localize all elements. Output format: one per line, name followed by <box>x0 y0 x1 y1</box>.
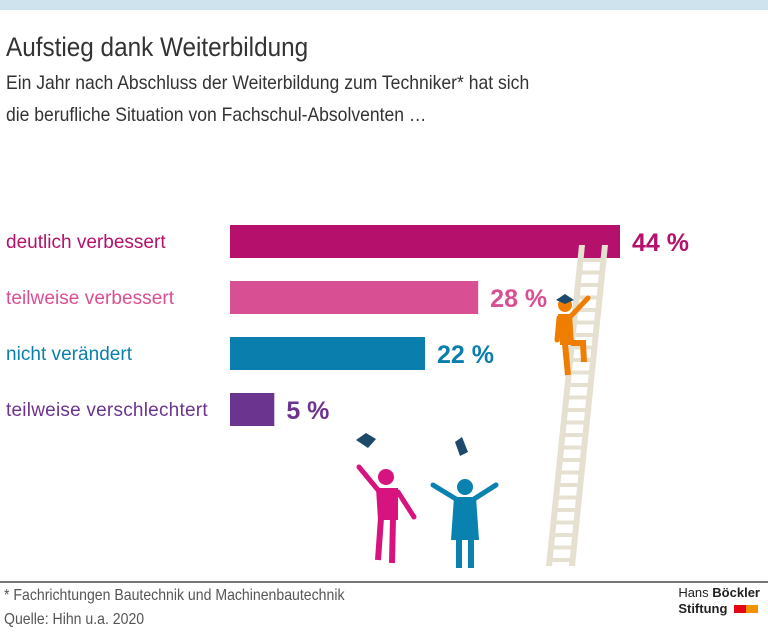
category-label: teilweise verbessert <box>6 288 175 309</box>
bar-chart: deutlich verbessert 44 % teilweise verbess… <box>6 225 689 568</box>
climber-figure <box>554 295 591 376</box>
ladder-rung <box>562 433 586 437</box>
subtitle-line-1: Ein Jahr nach Abschluss der Weiterbildun… <box>6 72 530 94</box>
ladder-rung <box>565 408 589 412</box>
category-label: deutlich verbessert <box>6 232 166 253</box>
bar <box>230 225 620 258</box>
logo-mark <box>734 605 747 613</box>
ladder-rung <box>561 445 585 450</box>
bar <box>230 393 275 426</box>
page-title: Aufstieg dank Weiterbildung <box>6 32 309 62</box>
bar <box>230 281 479 314</box>
ladder-rung <box>575 308 599 312</box>
ladder-rung <box>566 395 590 400</box>
ladder-rung <box>560 458 584 462</box>
ladder-rung <box>558 470 582 475</box>
hans-boeckler-logo: Hans Böckler Stiftung <box>678 585 760 617</box>
ladder-rung <box>552 533 576 537</box>
data-label: 22 % <box>437 341 494 369</box>
ladder-rung <box>569 370 593 375</box>
top-band <box>0 0 768 10</box>
ladder-rung <box>567 383 591 387</box>
graduation-cap-icon <box>556 294 574 304</box>
ladder-illustration <box>546 245 608 566</box>
ladder-rung <box>554 508 578 512</box>
ladder-rung <box>551 545 575 550</box>
pink-figure <box>356 464 417 564</box>
graduation-cap-icon <box>356 433 376 448</box>
ladder-rung <box>557 483 581 487</box>
subtitle-line-2: die berufliche Situation von Fachschul-A… <box>6 104 427 126</box>
ladder-rung <box>556 495 580 500</box>
ladder-rung <box>578 283 602 287</box>
logo-text: Stiftung <box>678 601 728 616</box>
ladder-rung <box>549 558 573 562</box>
source: Quelle: Hihn u.a. 2020 <box>4 611 145 628</box>
data-label: 5 % <box>286 397 329 425</box>
data-label: 44 % <box>632 229 689 257</box>
category-label: nicht verändert <box>6 344 133 365</box>
blue-figure <box>430 479 499 568</box>
logo-text: Böckler <box>712 585 760 600</box>
footer-divider <box>0 581 768 583</box>
ladder-rung <box>574 320 598 325</box>
category-label: teilweise verschlechtert <box>6 400 208 421</box>
ladder-rung <box>580 258 604 262</box>
footnote: * Fachrichtungen Bautechnik und Machinen… <box>4 587 345 604</box>
ladder-rung <box>553 520 577 525</box>
logo-text: Hans <box>678 585 709 600</box>
data-label: 28 % <box>490 285 547 313</box>
ladder-rung <box>579 270 603 275</box>
graduation-cap-icon <box>455 437 468 456</box>
logo-mark <box>746 605 759 613</box>
ladder-rung <box>572 333 596 337</box>
bar <box>230 337 425 370</box>
ladder-rung <box>563 420 587 425</box>
